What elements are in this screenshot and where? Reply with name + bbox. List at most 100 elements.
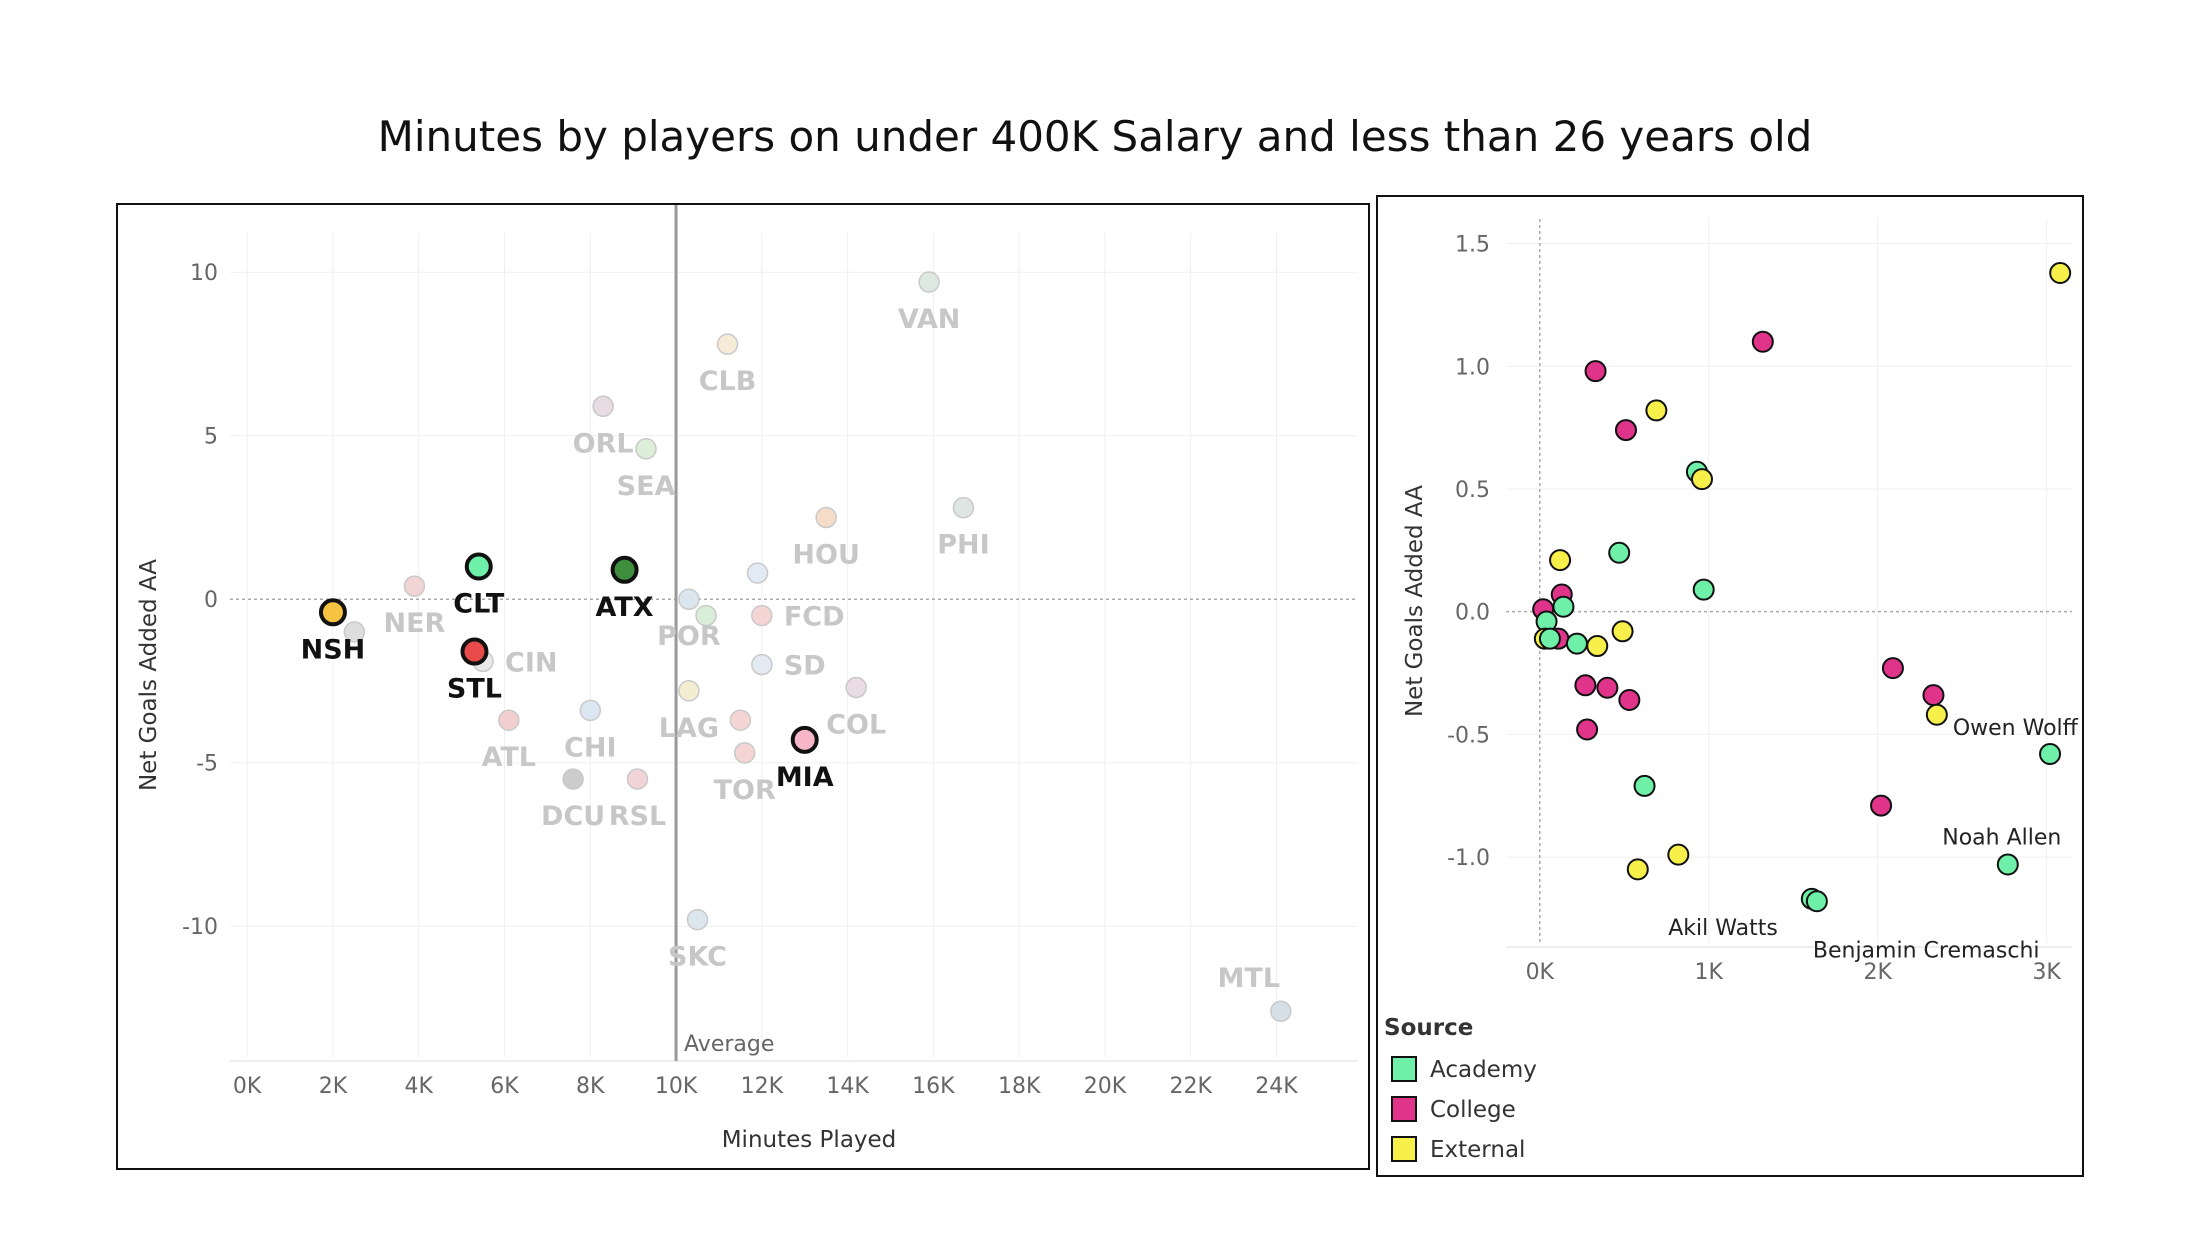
team-label-ner: NER (384, 608, 446, 639)
team-point-sea (635, 438, 657, 460)
y-tick-label: 0 (204, 588, 218, 613)
y-tick-label: -0.5 (1447, 723, 1490, 748)
player-point-college (1574, 674, 1597, 697)
team-label-por: POR (657, 621, 721, 652)
team-label-fcd: FCD (784, 602, 845, 633)
player-point-college (1881, 657, 1904, 680)
x-tick-label: 2K (319, 1074, 348, 1099)
player-point-college (1596, 676, 1619, 699)
team-point-unlabeled (695, 604, 717, 627)
player-point-college (1751, 330, 1774, 353)
team-point-orl (592, 395, 614, 418)
player-point-college (1870, 794, 1893, 817)
player-point-external (1925, 703, 1948, 726)
team-label-col: COL (826, 710, 886, 741)
x-tick-label: 0K (233, 1074, 262, 1099)
player-point-college (1576, 718, 1599, 741)
team-point-mia (790, 725, 819, 754)
team-point-lag (678, 680, 700, 702)
legend-swatch-college (1391, 1096, 1417, 1122)
team-label-stl: STL (447, 674, 502, 705)
team-point-unlabeled (746, 562, 769, 584)
team-label-cin: CIN (505, 647, 557, 678)
y-axis-title: Net Goals Added AA (136, 559, 162, 791)
team-point-mtl (1270, 1000, 1292, 1022)
team-label-nsh: NSH (301, 634, 366, 665)
x-tick-label: 20K (1084, 1074, 1127, 1099)
team-point-tor (733, 742, 756, 764)
player-point-college (1584, 360, 1607, 383)
y-tick-label: 0.0 (1455, 601, 1490, 626)
team-scatter-panel: 0K 2K 4K 6K 8K 10K 12K 14K 16K 18K 20K 22K 24K 10 5 0 -5… (116, 203, 1370, 1170)
x-axis-title: Minutes Played (722, 1127, 897, 1153)
team-point-por (678, 588, 700, 610)
player-point-college (1618, 689, 1641, 712)
team-point-clb (716, 333, 739, 355)
player-point-external (2049, 261, 2072, 284)
y-tick-label: 1.0 (1455, 355, 1490, 380)
player-point-external (1690, 468, 1713, 491)
player-point-academy (1552, 595, 1575, 618)
team-label-sea: SEA (617, 471, 676, 502)
player-point-academy (1633, 774, 1656, 797)
team-label-mtl: MTL (1218, 963, 1281, 994)
legend-label-academy: Academy (1430, 1057, 1537, 1083)
team-label-clb: CLB (699, 366, 757, 397)
team-label-sd: SD (784, 651, 826, 682)
player-point-academy (2039, 743, 2062, 766)
team-label-phi: PHI (937, 530, 989, 561)
team-label-orl: ORL (573, 428, 634, 459)
team-point-rsl (626, 768, 649, 790)
team-label-chi: CHI (564, 732, 616, 763)
x-tick-label: 14K (826, 1074, 869, 1099)
player-point-academy (1996, 853, 2019, 876)
y-tick-label: -1.0 (1447, 846, 1490, 871)
team-label-hou: HOU (792, 539, 859, 570)
team-point-dcu (562, 768, 584, 790)
x-tick-label: 10K (655, 1074, 698, 1099)
legend-swatch-academy (1391, 1056, 1417, 1082)
x-tick-label: 18K (998, 1074, 1041, 1099)
x-tick-label: 16K (912, 1074, 955, 1099)
team-point-hou (815, 506, 837, 529)
player-label-noah-allen: Noah Allen (1942, 825, 2061, 850)
player-point-external (1611, 620, 1634, 643)
player-point-external (1626, 858, 1649, 881)
player-point-college (1614, 419, 1637, 442)
x-tick-label: 4K (404, 1074, 433, 1099)
y-tick-label: 0.5 (1455, 478, 1490, 503)
x-tick-label: 12K (741, 1074, 784, 1099)
team-point-van (918, 271, 940, 293)
team-label-skc: SKC (668, 942, 727, 973)
team-point-nsh (318, 598, 347, 627)
chart-title: Minutes by players on under 400K Salary … (377, 112, 1813, 161)
team-label-dcu: DCU (541, 801, 605, 832)
x-tick-label: 22K (1170, 1074, 1213, 1099)
player-label-akil-watts: Akil Watts (1668, 916, 1778, 941)
team-point-stl (460, 637, 489, 666)
average-line-label: Average (684, 1032, 774, 1057)
team-point-unlabeled (343, 621, 366, 643)
player-point-academy (1538, 627, 1561, 650)
team-label-rsl: RSL (609, 801, 666, 832)
player-point-external (1586, 635, 1609, 658)
player-point-college (1922, 684, 1945, 707)
player-scatter-panel: 0K 1K 2K 3K 1.5 1.0 0.5 0.0 -0.5 -1.0 Net Goals Ad… (1376, 195, 2084, 1177)
player-point-academy (1565, 632, 1588, 655)
x-tick-label: 0K (1526, 960, 1555, 985)
player-point-external (1667, 843, 1690, 866)
player-point-academy (1692, 578, 1715, 601)
team-point-chi (579, 699, 602, 722)
y-tick-label: 1.5 (1455, 233, 1490, 258)
team-label-atl: ATL (482, 742, 536, 773)
x-tick-label: 8K (576, 1074, 605, 1099)
team-label-atx: ATX (596, 592, 654, 623)
team-point-ner (403, 575, 426, 597)
x-tick-label: 1K (1695, 960, 1724, 985)
legend-label-college: College (1430, 1097, 1516, 1123)
player-label-benjamin-cremaschi: Benjamin Cremaschi (1813, 938, 2040, 963)
team-scatter-plot: 0K 2K 4K 6K 8K 10K 12K 14K 16K 18K 20K 22K 24K 10 5 0 -5… (136, 205, 1358, 1153)
player-scatter-plot: 0K 1K 2K 3K 1.5 1.0 0.5 0.0 -0.5 -1.0 Net Goals Ad… (1384, 219, 2079, 1163)
player-point-external (1549, 549, 1572, 572)
team-label-mia: MIA (776, 762, 834, 793)
